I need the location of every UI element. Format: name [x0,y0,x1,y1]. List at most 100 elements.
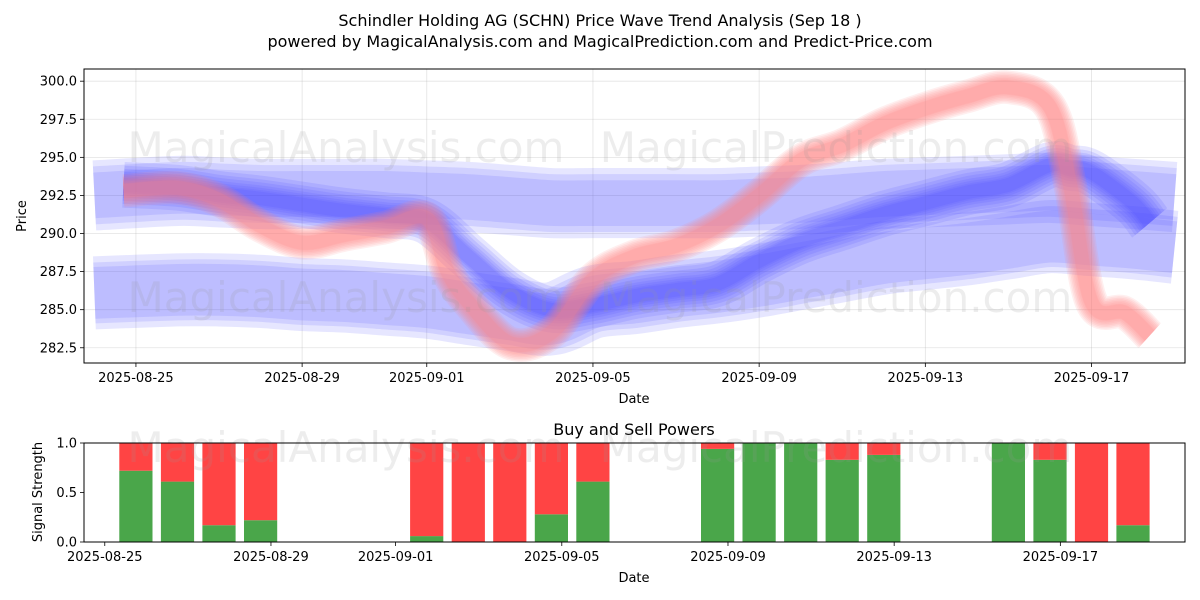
top-y-tick-label: 295.0 [40,151,77,166]
bottom-x-tick-label: 2025-09-17 [1023,550,1099,565]
predicted-wave-band [122,76,1158,356]
bottom-chart-title: Buy and Sell Powers [553,420,715,439]
wave-upper-band [122,145,1165,330]
bottom-x-ticks: 2025-08-25 2025-08-29 2025-09-01 2025-09-05… [67,542,1098,565]
buy-sell-bars [119,443,1150,542]
buy-bar [1116,525,1150,542]
buy-bar [119,470,153,542]
watermark-analysis-mid: MagicalAnalysis.com [128,273,565,322]
top-y-tick-label: 297.5 [40,113,77,128]
top-x-tick-label: 2025-09-09 [721,371,797,386]
top-y-axis-label: Price [15,200,30,232]
top-x-tick-label: 2025-09-01 [389,371,465,386]
sell-bar [701,443,735,449]
wave-upper-band [122,148,1163,327]
sell-bar [410,443,444,537]
buy-bar [244,520,278,542]
buy-bar [701,448,735,542]
bottom-y-tick-label: 0.5 [56,486,77,501]
watermark-analysis-top: MagicalAnalysis.com [128,123,565,172]
buy-bar [784,443,818,542]
predicted-wave-band [122,73,1160,359]
sell-bar [867,443,901,455]
top-axes-frame [83,68,1186,364]
wave-upper-band [123,157,1156,318]
watermark-prediction-mid: MagicalPrediction.com [600,273,1073,322]
bottom-x-tick-label: 2025-09-01 [358,550,434,565]
wave-upper-band [122,141,1168,334]
top-x-tick-label: 2025-08-29 [264,371,340,386]
buy-bar [410,536,444,542]
top-x-axis-label: Date [618,392,649,407]
bottom-y-axis-label: Signal Strength [31,442,46,542]
bottom-watermarks: MagicalAnalysis.com MagicalPrediction.co… [128,423,1073,472]
sell-bar [1033,443,1067,460]
predicted-wave-band [122,70,1162,362]
top-y-tick-label: 292.5 [40,189,77,204]
top-watermarks: MagicalAnalysis.com MagicalPrediction.co… [128,123,1073,322]
bottom-x-tick-label: 2025-08-29 [233,550,309,565]
buy-bar [534,514,568,542]
sell-bar [1116,443,1150,526]
chart-title-line1: Schindler Holding AG (SCHN) Price Wave T… [338,11,861,30]
wave-lower-band [93,206,1178,350]
wave-upper-band [122,151,1160,324]
wave-top-band [93,164,1177,227]
top-x-tick-label: 2025-08-25 [98,371,174,386]
sell-bar [534,443,568,515]
top-grid [84,69,1185,363]
wave-top-band [92,158,1177,233]
sell-bar [119,443,153,471]
wave-top-band [92,152,1178,239]
buy-bar [867,454,901,542]
buy-bar [991,443,1025,542]
watermark-prediction-bottom: MagicalPrediction.com [600,423,1073,472]
buy-bar [742,443,776,542]
top-y-tick-label: 290.0 [40,227,77,242]
top-bands [92,70,1179,362]
buy-bar [202,525,236,542]
wave-lower-band [93,199,1179,356]
sell-bar [244,443,278,521]
wave-upper-band [123,155,1157,319]
predicted-wave-band [122,79,1156,353]
sell-bar [825,443,859,460]
top-x-tick-label: 2025-09-17 [1054,371,1130,386]
wave-upper-band [122,153,1159,321]
watermark-prediction-top: MagicalPrediction.com [600,123,1073,172]
sell-bar [451,443,485,542]
sell-bar [202,443,236,526]
top-y-tick-label: 287.5 [40,265,77,280]
bottom-x-tick-label: 2025-09-09 [690,550,766,565]
top-y-tick-label: 285.0 [40,303,77,318]
bottom-x-axis-label: Date [618,571,649,586]
sell-bar [576,443,610,482]
wave-lower-band [93,210,1178,346]
bottom-y-ticks: 0.0 0.5 1.0 [56,437,84,551]
top-y-ticks: 282.5 285.0 287.5 290.0 292.5 295.0 297.5 300.0 [40,75,84,356]
sell-bar [160,443,195,482]
sell-bar [1074,443,1109,542]
predicted-wave-band [122,71,1161,361]
buy-bar [576,481,610,542]
predicted-wave-band [122,80,1155,353]
bottom-x-tick-label: 2025-09-13 [856,550,932,565]
buy-bar [825,459,859,542]
bottom-y-tick-label: 0.0 [56,536,77,551]
predicted-wave-band [122,74,1159,358]
watermark-analysis-bottom: MagicalAnalysis.com [128,423,565,472]
bottom-x-tick-label: 2025-09-05 [524,550,600,565]
top-x-tick-label: 2025-09-05 [555,371,631,386]
top-y-tick-label: 282.5 [40,341,77,356]
sell-bar [493,443,527,542]
bottom-y-tick-label: 1.0 [56,437,77,452]
top-y-tick-label: 300.0 [40,75,77,90]
chart-title-line2: powered by MagicalAnalysis.com and Magic… [267,32,932,51]
buy-bar [1033,459,1067,542]
predicted-wave-band [122,77,1157,355]
bottom-x-tick-label: 2025-08-25 [67,550,143,565]
buy-bar [160,481,195,542]
top-x-ticks: 2025-08-25 2025-08-29 2025-09-01 2025-09-05… [98,363,1129,386]
